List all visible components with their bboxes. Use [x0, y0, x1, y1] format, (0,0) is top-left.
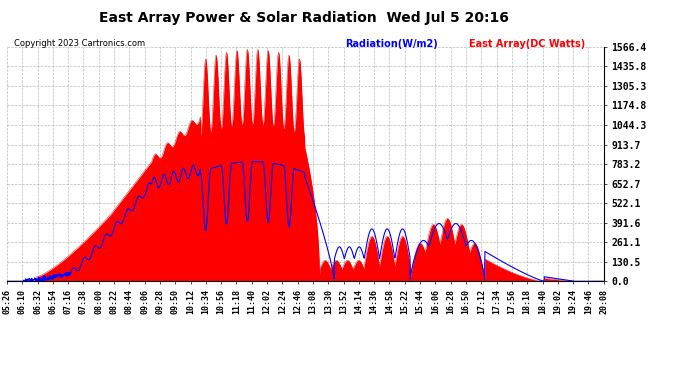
Text: East Array(DC Watts): East Array(DC Watts): [469, 39, 585, 50]
Text: Radiation(W/m2): Radiation(W/m2): [345, 39, 437, 50]
Text: Copyright 2023 Cartronics.com: Copyright 2023 Cartronics.com: [14, 39, 145, 48]
Text: East Array Power & Solar Radiation  Wed Jul 5 20:16: East Array Power & Solar Radiation Wed J…: [99, 11, 509, 25]
